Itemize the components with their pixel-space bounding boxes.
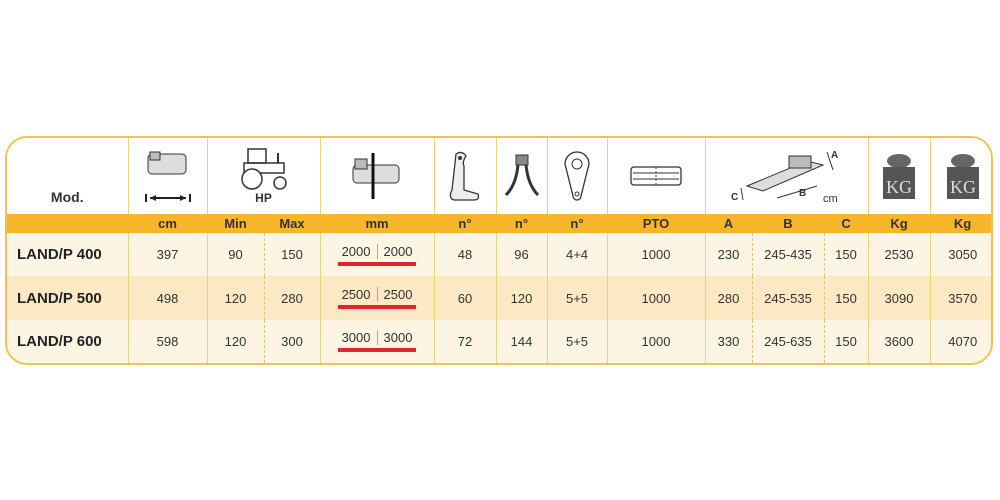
cell-mm: 2000 2000	[319, 233, 434, 277]
cell-b: 245-535	[751, 276, 824, 320]
offset-left: 2500	[336, 287, 378, 303]
cell-max: 280	[263, 276, 320, 320]
table-row: LAND/P 500 498 120 280 2500 2500 60 120 5+5 1000 2…	[7, 276, 991, 320]
cell-n3: 4+4	[546, 233, 607, 277]
cell-b: 245-435	[751, 233, 824, 277]
tractor-icon	[240, 148, 287, 190]
unit: A	[705, 214, 752, 234]
cell-a: 230	[704, 233, 752, 277]
offset-left: 2000	[336, 243, 378, 259]
cell-min: 120	[206, 276, 264, 320]
svg-text:cm: cm	[823, 193, 838, 205]
cell-c: 150	[823, 276, 869, 320]
cell-model: LAND/P 400	[7, 233, 128, 277]
weight-icon: KG	[929, 138, 991, 215]
cell-n2: 144	[495, 319, 547, 363]
cell-kg1: 3600	[867, 319, 931, 363]
cell-mm: 2500 2500	[319, 276, 434, 320]
unit: Kg	[868, 214, 931, 234]
table-row: LAND/P 400 397 90 150 2000 2000 48 96 4+4 1000 230…	[7, 233, 991, 277]
svg-text:A: A	[831, 150, 838, 161]
cell-n3: 5+5	[546, 319, 607, 363]
unit: Min	[207, 214, 264, 234]
cell-kg2: 4070	[929, 319, 991, 363]
unit: n°	[434, 214, 496, 234]
cell-min: 120	[206, 319, 264, 363]
offset-right: 2000	[383, 243, 413, 259]
cell-b: 245-635	[751, 319, 824, 363]
cell-max: 150	[263, 233, 320, 277]
cell-pto: 1000	[606, 319, 705, 363]
pto-shaft-icon	[606, 138, 705, 215]
cell-kg2: 3050	[929, 233, 991, 277]
svg-text:C: C	[731, 192, 738, 203]
cell-n1: 60	[433, 276, 496, 320]
mower-width-icon	[127, 138, 207, 215]
cell-n1: 72	[433, 319, 496, 363]
cell-pto: 1000	[606, 233, 705, 277]
model-header: Mod.	[7, 138, 128, 215]
offset-right: 2500	[383, 287, 413, 303]
cell-c: 150	[823, 319, 869, 363]
cell-pto: 1000	[606, 276, 705, 320]
unit: Kg	[930, 214, 991, 234]
cell-kg2: 3570	[929, 276, 991, 320]
unit: PTO	[607, 214, 705, 234]
mower-offset-icon	[319, 138, 434, 215]
unit: B	[752, 214, 824, 234]
offset-values: 2500 2500	[336, 287, 419, 310]
svg-text:KG: KG	[886, 177, 912, 197]
cell-n3: 5+5	[546, 276, 607, 320]
svg-text:B: B	[799, 188, 806, 199]
cell-model: LAND/P 500	[7, 276, 128, 320]
cell-mm: 3000 3000	[319, 319, 434, 363]
cell-kg1: 3090	[867, 276, 931, 320]
units-row: cm Min Max mm n° n° n° PTO A B C Kg Kg	[7, 214, 991, 234]
cell-model: LAND/P 600	[7, 319, 128, 363]
offset-values: 3000 3000	[336, 330, 419, 353]
tractor-header: HP	[206, 138, 320, 215]
cell-cm: 598	[127, 319, 207, 363]
offset-right: 3000	[383, 330, 413, 346]
table-row: LAND/P 600 598 120 300 3000 3000 72 144 5+5 1000 3…	[7, 319, 991, 363]
offset-bar	[338, 305, 416, 310]
cell-c: 150	[823, 233, 869, 277]
cell-a: 280	[704, 276, 752, 320]
weight-icon: KG	[867, 138, 931, 215]
offset-bar	[338, 348, 416, 353]
hammer-blade-icon	[433, 138, 496, 215]
y-blade-icon	[495, 138, 547, 215]
cell-cm: 397	[127, 233, 207, 277]
offset-bar	[338, 261, 416, 266]
cell-min: 90	[206, 233, 264, 277]
unit: n°	[547, 214, 607, 234]
offset-left: 3000	[336, 330, 378, 346]
unit: cm	[128, 214, 207, 234]
unit: n°	[496, 214, 547, 234]
cell-n2: 120	[495, 276, 547, 320]
cell-n1: 48	[433, 233, 496, 277]
cell-kg1: 2530	[867, 233, 931, 277]
svg-text:KG: KG	[950, 177, 976, 197]
cell-n2: 96	[495, 233, 547, 277]
unit: Max	[264, 214, 320, 234]
unit: C	[824, 214, 869, 234]
cell-max: 300	[263, 319, 320, 363]
cell-a: 330	[704, 319, 752, 363]
offset-values: 2000 2000	[336, 243, 419, 266]
belt-pulley-icon	[546, 138, 607, 215]
cell-cm: 498	[127, 276, 207, 320]
unit: mm	[320, 214, 434, 234]
